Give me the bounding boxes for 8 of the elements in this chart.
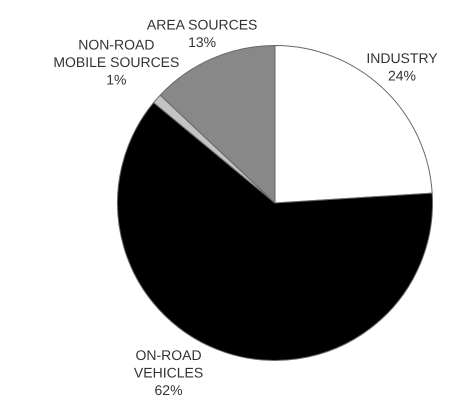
- data-label: 13%: [188, 34, 216, 50]
- data-label: 62%: [154, 382, 183, 398]
- slice-label: ON-ROAD VEHICLES: [134, 347, 204, 381]
- slice-label: INDUSTRY: [366, 50, 438, 66]
- slice-label: AREA SOURCES: [146, 16, 258, 33]
- slice-label: NON-ROAD MOBILE SOURCES: [53, 36, 180, 70]
- data-label: 24%: [388, 67, 416, 84]
- data-label: 1%: [106, 71, 126, 88]
